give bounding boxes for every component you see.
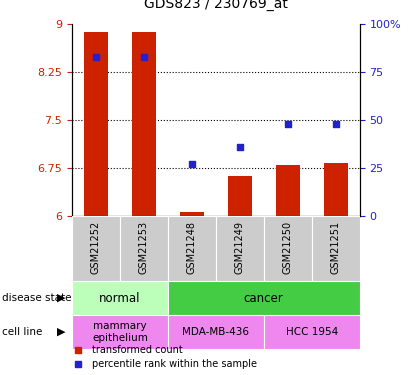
Text: GSM21252: GSM21252 (91, 220, 101, 274)
Point (332, 121, 339, 127)
Text: transformed count: transformed count (92, 345, 183, 355)
Point (92, 54, 99, 60)
Bar (168, 216, 216, 281)
Text: GSM21253: GSM21253 (139, 220, 149, 274)
Text: disease state: disease state (2, 293, 72, 303)
Text: ▶: ▶ (57, 293, 66, 303)
Text: MDA-MB-436: MDA-MB-436 (182, 327, 249, 337)
Bar (72, 315, 168, 349)
Bar (168, 281, 360, 315)
Point (284, 121, 291, 127)
Text: GSM21250: GSM21250 (283, 220, 293, 274)
Bar (276, 165, 300, 216)
Text: GSM21248: GSM21248 (187, 220, 197, 274)
Bar (72, 216, 120, 281)
Text: cancer: cancer (244, 292, 284, 304)
Point (141, 54, 147, 60)
Bar (132, 32, 156, 216)
Bar (324, 164, 348, 216)
Bar (228, 176, 252, 216)
Bar (72, 281, 168, 315)
Bar (264, 315, 360, 349)
Text: mammary
epithelium: mammary epithelium (92, 321, 148, 343)
Bar (180, 212, 204, 216)
Text: ▶: ▶ (57, 327, 66, 337)
Point (74, 346, 81, 352)
Bar (120, 216, 168, 281)
Bar (264, 216, 312, 281)
Text: HCC 1954: HCC 1954 (286, 327, 338, 337)
Bar (84, 32, 108, 216)
Text: cell line: cell line (2, 327, 42, 337)
Point (189, 161, 195, 167)
Point (74, 361, 81, 367)
Text: GSM21249: GSM21249 (235, 220, 245, 274)
Text: percentile rank within the sample: percentile rank within the sample (92, 359, 257, 369)
Point (236, 144, 243, 150)
Text: normal: normal (99, 292, 141, 304)
Text: GDS823 / 230769_at: GDS823 / 230769_at (144, 0, 288, 11)
Bar (216, 216, 264, 281)
Bar (312, 216, 360, 281)
Text: GSM21251: GSM21251 (331, 220, 341, 274)
Bar (168, 315, 264, 349)
